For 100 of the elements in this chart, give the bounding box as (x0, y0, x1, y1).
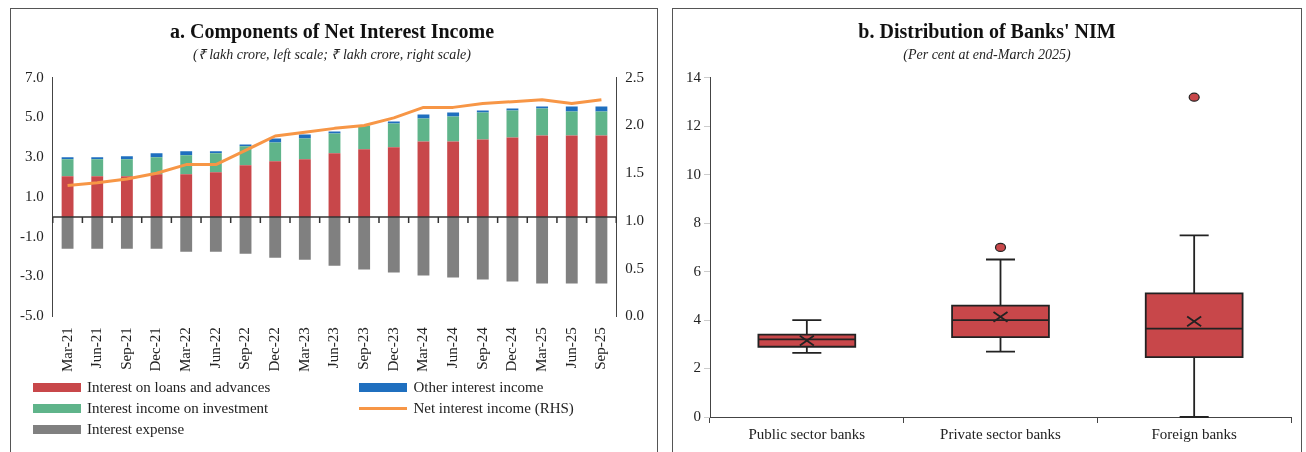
bar (91, 159, 104, 177)
bar (269, 161, 282, 217)
x-tick-label: Mar-21 (58, 327, 75, 372)
legend-label: Interest on loans and advances (87, 379, 271, 396)
bar (447, 141, 460, 217)
x-tick-label: Jun-25 (562, 327, 579, 369)
bar (595, 111, 608, 136)
bar (536, 135, 549, 217)
bar (447, 112, 460, 117)
bar (536, 216, 549, 284)
bar (595, 216, 608, 284)
y-tick-label: -1.0 (20, 227, 44, 244)
bar (120, 156, 133, 160)
bar (565, 135, 578, 217)
bar (417, 216, 430, 276)
bar (298, 134, 311, 139)
bar (565, 106, 578, 112)
y2-tick-label: 1.0 (625, 211, 644, 228)
x-tick-label: Jun-23 (325, 327, 342, 369)
bar (120, 176, 133, 217)
y-tick-label: 3.0 (25, 148, 44, 165)
y-tick-label: -3.0 (20, 267, 44, 284)
bar (595, 135, 608, 217)
bar (150, 174, 163, 217)
bar (298, 216, 311, 260)
bar (91, 176, 104, 217)
y-tick-label: 2 (693, 359, 701, 376)
bar (180, 216, 193, 252)
bar (447, 116, 460, 142)
x-tick-label: Mar-24 (414, 326, 431, 372)
x-tick-label: Dec-21 (147, 327, 164, 372)
bar (565, 111, 578, 136)
x-tick-label: Jun-22 (206, 327, 223, 369)
y-tick-label: 6 (693, 262, 702, 279)
bar (61, 176, 74, 217)
bar (506, 216, 519, 282)
bar (239, 216, 252, 254)
y2-tick-label: 0.0 (625, 307, 644, 324)
bar (387, 147, 400, 217)
x-tick-label: Private sector banks (940, 425, 1062, 442)
x-tick-label: Sep-21 (117, 327, 134, 370)
bar (91, 216, 104, 249)
bar (150, 216, 163, 249)
x-tick-label: Dec-22 (266, 327, 283, 372)
bar (565, 216, 578, 284)
bar (417, 141, 430, 217)
bar (61, 216, 74, 249)
x-tick-label: Jun-24 (444, 326, 461, 369)
x-tick-label: Mar-25 (533, 327, 550, 372)
bar (506, 110, 519, 138)
bar (239, 165, 252, 217)
y-tick-label: 10 (686, 165, 701, 182)
bar (209, 216, 222, 252)
bar (298, 159, 311, 217)
x-tick-label: Jun-21 (88, 327, 105, 369)
bar (269, 142, 282, 162)
bar (209, 172, 222, 217)
y2-tick-label: 0.5 (625, 259, 644, 276)
x-tick-label: Mar-22 (177, 327, 194, 372)
bar (476, 112, 489, 140)
bar (358, 125, 371, 150)
chart-title: a. Components of Net Interest Income (169, 20, 495, 44)
bar (298, 138, 311, 160)
y2-tick-label: 2.5 (625, 68, 644, 85)
bar (536, 108, 549, 136)
bar (61, 159, 74, 177)
y-tick-label: 4 (693, 311, 702, 328)
x-tick-label: Sep-22 (236, 327, 253, 370)
chart-title: b. Distribution of Banks' NIM (858, 20, 1116, 43)
bar (476, 216, 489, 280)
y-tick-label: 12 (686, 117, 701, 134)
bar (328, 153, 341, 217)
y-tick-label: 1.0 (25, 187, 44, 204)
x-tick-label: Public sector banks (748, 425, 866, 442)
chart-subtitle: (₹ lakh crore, left scale; ₹ lakh crore, right scale) (193, 47, 472, 64)
legend-label: Interest income on investment (87, 400, 269, 417)
bar (358, 216, 371, 270)
y-tick-label: 7.0 (25, 68, 44, 85)
bar (506, 137, 519, 217)
y-tick-label: 0 (693, 407, 701, 424)
legend-label: Net interest income (RHS) (413, 400, 574, 417)
y-tick-label: 14 (686, 68, 702, 85)
legend-label: Interest expense (87, 421, 185, 438)
bar (387, 216, 400, 273)
bar (180, 174, 193, 217)
x-tick-label: Mar-23 (295, 327, 312, 372)
bar (328, 216, 341, 266)
bar (269, 216, 282, 258)
bar (595, 106, 608, 112)
x-tick-label: Sep-25 (592, 327, 609, 370)
x-tick-label: Sep-24 (473, 326, 490, 370)
x-tick-label: Sep-23 (355, 327, 372, 370)
bar (150, 153, 163, 158)
bar (328, 133, 341, 154)
bar (180, 151, 193, 156)
y-tick-label: -5.0 (20, 307, 44, 324)
y-tick-label: 8 (693, 214, 701, 231)
bar (120, 159, 133, 177)
y2-tick-label: 1.5 (625, 164, 644, 181)
x-tick-label: Dec-23 (384, 327, 401, 372)
